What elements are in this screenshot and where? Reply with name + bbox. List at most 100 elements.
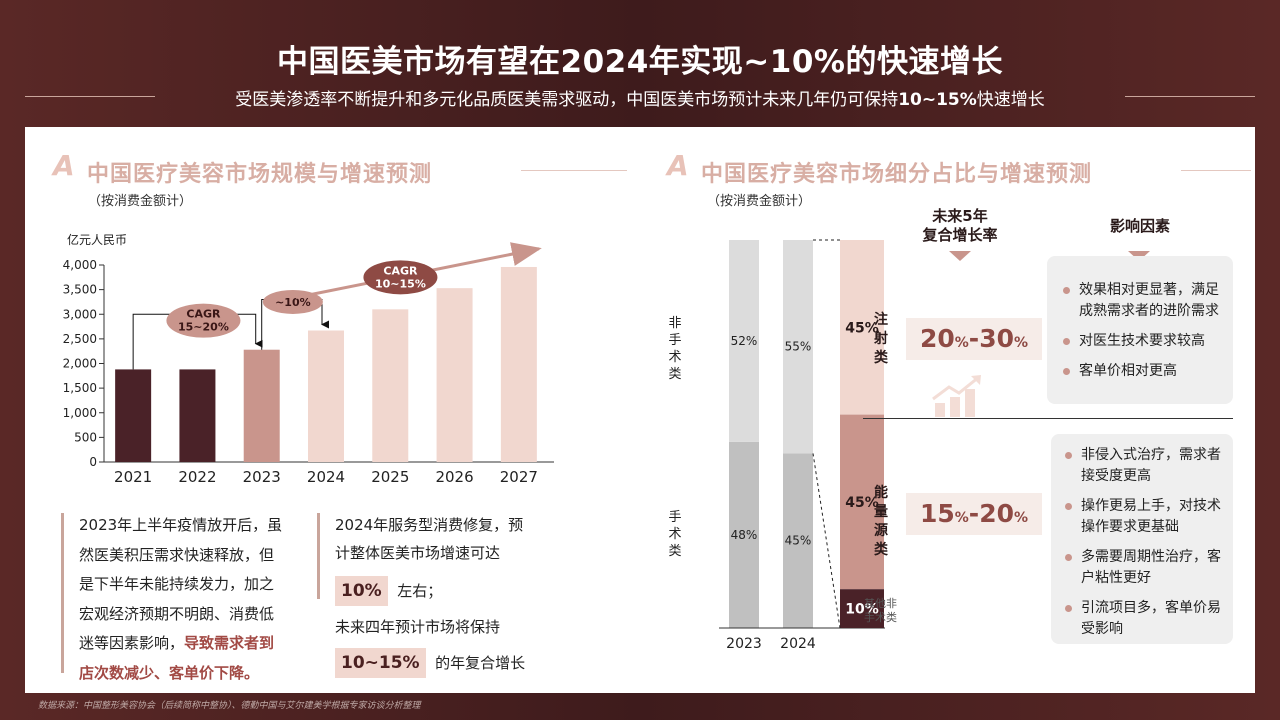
breakdown-segment-2 (840, 589, 884, 628)
y-tick-label: 2,000 (63, 357, 97, 371)
bar-2023 (243, 349, 280, 462)
block1-line5: 迷等因素影响，导致需求者到 (79, 629, 309, 659)
x-tick-label: 2021 (114, 468, 152, 486)
axis-label-char: 术 (668, 527, 682, 542)
factor-item: 效果相对更显著，满足成熟需求者的进阶需求 (1061, 280, 1225, 322)
x-tick-label: 2023 (243, 468, 281, 486)
left-section-line (521, 170, 627, 171)
factor-item: 客单价相对更高 (1061, 361, 1225, 382)
bar-2026 (436, 288, 473, 462)
axis-label-surgical: 手 术 类 (668, 509, 682, 560)
cagr-label-3-line1: CAGR (383, 264, 418, 277)
axis-label-char: 非 (668, 316, 682, 331)
surgical-share-label: 45% (785, 534, 812, 548)
rate-percent: % (1013, 510, 1029, 526)
title-divider-left (25, 96, 155, 97)
y-tick-label: 500 (74, 430, 97, 444)
cagr-label-1-line2: 15~20% (178, 321, 229, 334)
category-char: 源 (874, 523, 888, 539)
factors-column-header: 影响因素 (1109, 217, 1170, 235)
rate-dash: - (968, 499, 980, 528)
text-block-2: 2024年服务型消费修复，预 计整体医美市场增速可达 10% 左右； 未来四年预… (335, 511, 555, 681)
bar-2025 (372, 309, 409, 462)
breakdown-segment-0 (840, 240, 884, 415)
right-section-title: 中国医疗美容市场细分占比与增速预测 (701, 162, 1093, 187)
rate-high: 30 (979, 324, 1014, 353)
connector-bottom (812, 453, 841, 629)
segment-share-chart: 48% 52% 2023 45% 55% 2024 45% 45% 10% (719, 239, 885, 652)
nonsurgical-share-label: 52% (731, 334, 758, 348)
text-block-1: 2023年上半年疫情放开后，虽 然医美积压需求快速释放，但 是下半年未能持续发力… (79, 511, 309, 688)
y-tick-label: 4,000 (63, 258, 97, 272)
nonsurgical-share-label: 55% (785, 340, 812, 354)
injection-cagr-box: 20%-30% (906, 318, 1042, 360)
section-a-icon-right: A (667, 149, 689, 182)
right-section-line (1181, 170, 1251, 171)
growth-chart-icon (932, 375, 981, 417)
x-tick-label: 2022 (178, 468, 216, 486)
left-section-title: 中国医疗美容市场规模与增速预测 (87, 162, 433, 187)
injection-factors-list: 效果相对更显著，满足成熟需求者的进阶需求 对医生技术要求较高 客单价相对更高 (1047, 256, 1233, 382)
surgical-share-label: 48% (731, 528, 758, 542)
category-char: 类 (874, 350, 888, 366)
other-label-line2: 手术类 (864, 611, 897, 624)
text-block1-bar (61, 513, 64, 673)
category-char: 能 (874, 485, 888, 501)
category-char: 类 (874, 542, 888, 558)
x-tick-label: 2025 (371, 468, 409, 486)
subtitle-text: 受医美渗透率不断提升和多元化品质医美需求驱动，中国医美市场预计未来几年仍可保持 (235, 90, 899, 110)
y-tick-label: 3,000 (63, 307, 97, 321)
block2-after2: 的年复合增长 (435, 654, 526, 672)
block2-line2: 计整体医美市场增速可达 (335, 544, 501, 562)
page-title: 中国医美市场有望在2024年实现~10%的快速增长 (277, 44, 1003, 80)
rate-percent: % (1013, 335, 1029, 351)
text-block2-bar (317, 513, 320, 599)
y-tick-label: 2,500 (63, 332, 97, 346)
factor-item: 非侵入式治疗，需求者接受度更高 (1063, 445, 1227, 487)
other-nonsurgical-label: 其他非 手术类 (864, 597, 897, 625)
rate-dash: - (968, 324, 980, 353)
section-a-icon: A (53, 149, 75, 182)
block1-line4: 宏观经济预期不明朗、消费低 (79, 604, 275, 623)
axis-label-char: 术 (668, 350, 682, 365)
factor-item: 操作更易上手，对技术操作要求更基础 (1063, 496, 1227, 538)
factor-item: 对医生技术要求较高 (1061, 331, 1225, 352)
cagr-label-1-line1: CAGR (186, 308, 221, 321)
x-tick-label: 2024 (307, 468, 345, 486)
growth-pill-10-15: 10~15% (335, 648, 426, 678)
bar-2027 (500, 266, 537, 462)
breakdown-segment-label: 10% (845, 602, 879, 618)
right-section-note: （按消费金额计） (707, 194, 812, 209)
block1-line1: 2023年上半年疫情放开后，虽 (79, 516, 283, 534)
nonsurgical-bar-2024 (783, 240, 813, 454)
axis-label-char: 类 (668, 367, 682, 382)
cagr-column-header: 未来5年 复合增长率 (905, 207, 1015, 245)
y-tick-label: 3,500 (63, 283, 97, 297)
cagr-ellipse-3 (363, 260, 438, 295)
triangle-down-icon (949, 251, 971, 261)
x-tick-label: 2024 (780, 636, 816, 652)
energy-factors-list: 非侵入式治疗，需求者接受度更高 操作更易上手，对技术操作要求更基础 多需要周期性… (1051, 434, 1233, 640)
rate-low: 20 (919, 324, 955, 353)
injection-factors-box: 效果相对更显著，满足成熟需求者的进阶需求 对医生技术要求较高 客单价相对更高 (1047, 256, 1233, 404)
energy-cagr-box: 15%-20% (906, 493, 1042, 535)
other-label-line1: 其他非 (864, 597, 897, 610)
row-separator (863, 418, 1233, 419)
block1-highlight-2: 店次数减少、客单价下降。 (79, 663, 260, 682)
growth-label-2: ~10% (275, 296, 311, 309)
category-char: 射 (874, 331, 888, 347)
block1-line3: 是下半年未能持续发力，加之 (79, 575, 275, 593)
energy-factors-box: 非侵入式治疗，需求者接受度更高 操作更易上手，对技术操作要求更基础 多需要周期性… (1051, 434, 1233, 644)
breakdown-segment-label: 45% (845, 495, 879, 511)
block1-line2: 然医美积压需求快速释放，但 (79, 545, 275, 564)
category-energy-label: 能 量 源 类 (873, 484, 889, 560)
block2-line5: 10~15% 的年复合增长 (335, 645, 555, 681)
category-char: 量 (874, 504, 888, 520)
left-section-note: （按消费金额计） (88, 194, 193, 209)
block2-line1: 2024年服务型消费修复，预 (335, 516, 524, 534)
axis-label-nonsurgical: 非 手 术 类 (668, 315, 682, 383)
subtitle-bold: 10~15% (898, 90, 977, 110)
cagr-ellipse-1 (166, 303, 241, 338)
axis-label-char: 类 (668, 544, 682, 559)
breakdown-segment-label: 45% (845, 320, 879, 336)
